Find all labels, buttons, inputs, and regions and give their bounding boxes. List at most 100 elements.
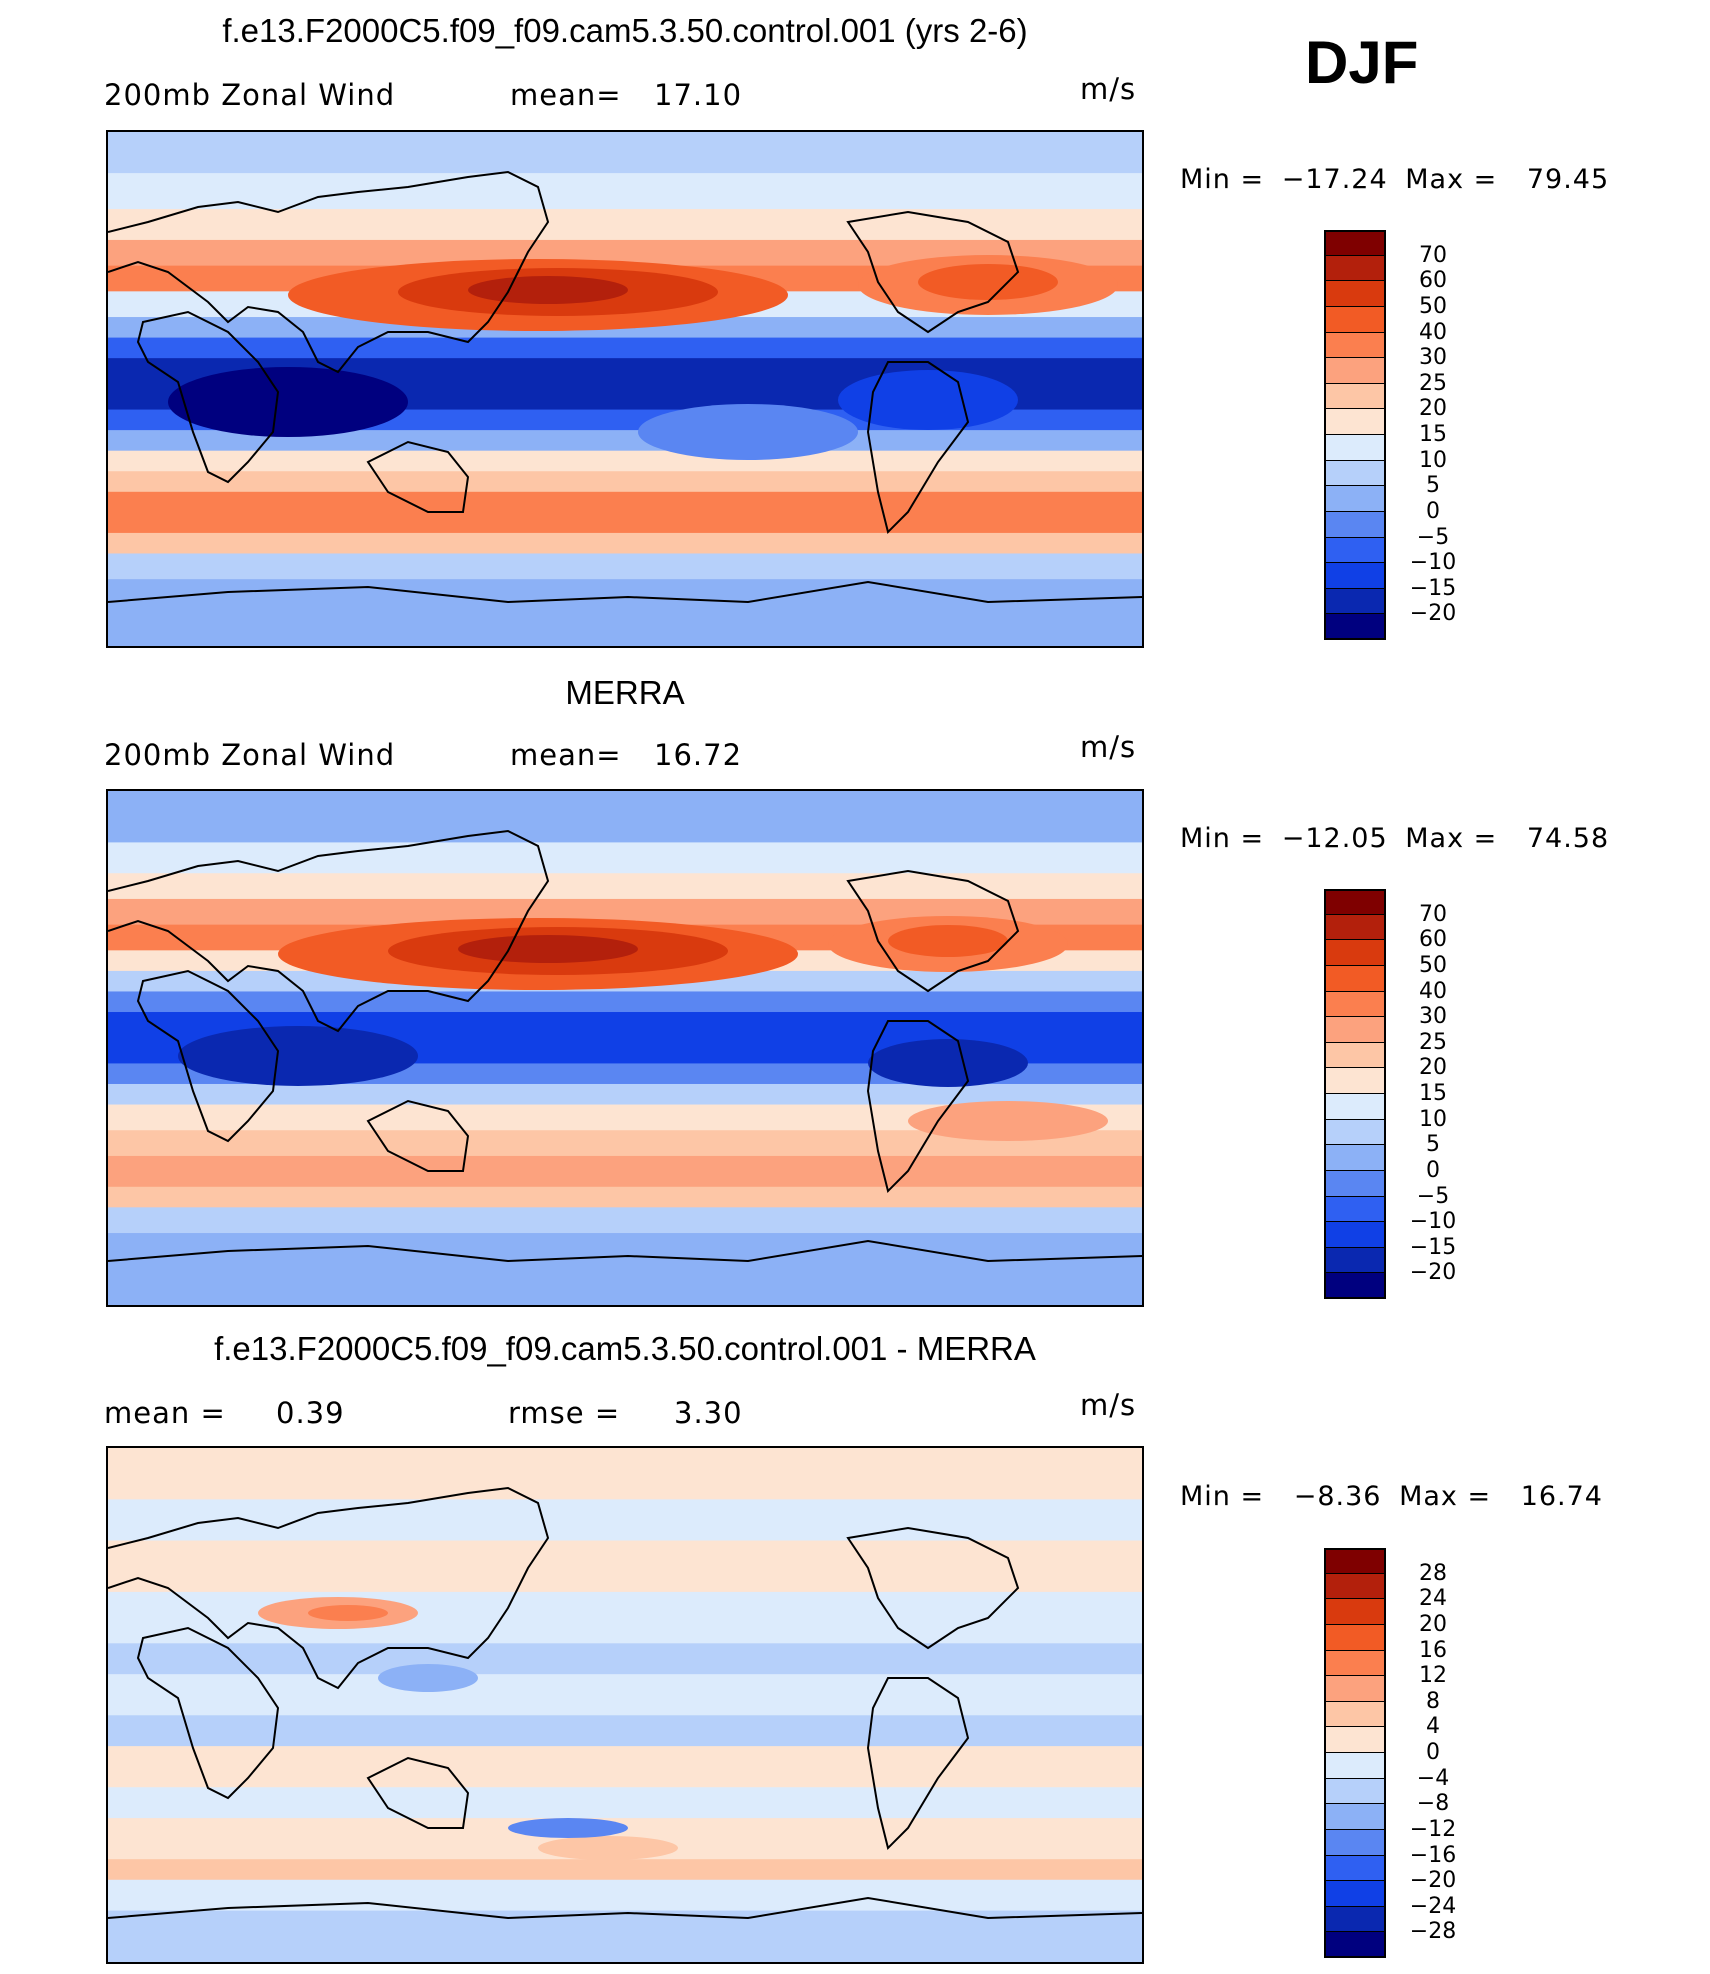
colorbar-tick-label: 28 [1419,1560,1447,1586]
panel-2-title: MERRA [565,674,685,711]
wind-band [108,132,1142,175]
colorbar-tick-label: −10 [1409,550,1457,576]
coastline [136,969,280,1143]
colorbar-tick-label: −15 [1409,1234,1457,1260]
panel-1-title: f.e13.F2000C5.f09_f09.cam5.3.50.control.… [222,12,1028,49]
panel-1-colorbar: 70 60 50 40 30 25 20 15 10 5 0 −5 −10 −15 −20 [1324,230,1456,640]
coastline [866,1677,970,1850]
coastline [108,829,550,1033]
wind-band [108,1540,1142,1593]
panel-3-rmse-label: rmse = [508,1396,621,1430]
wind-contour [918,264,1058,300]
coastline [108,1239,1142,1263]
wind-contour [308,1605,388,1621]
wind-band [108,209,1142,241]
panel-1-max-value: 79.45 [1526,164,1610,195]
panel-3-title: f.e13.F2000C5.f09_f09.cam5.3.50.control.… [214,1330,1036,1367]
panel-3-min-max: Min = −8.36 Max = 16.74 [1180,1481,1603,1512]
panel-2-max-value: 74.58 [1526,823,1610,854]
wind-band [108,842,1142,875]
wind-band [108,1910,1142,1962]
colorbar-swatch [1324,991,1386,1018]
wind-band [108,1715,1142,1748]
wind-band [108,579,1142,646]
wind-band [108,553,1142,581]
panel-2-mean-value: 16.72 [654,738,743,772]
map-canvas [108,132,1142,646]
colorbar-tick-label: 40 [1419,978,1447,1004]
colorbar-frame [1324,1548,1386,1958]
colorbar-swatch [1324,281,1386,307]
coastline [366,440,470,513]
coastline [846,869,1020,993]
wind-band [108,991,1142,1014]
wind-band [108,1186,1142,1209]
colorbar-swatch [1324,358,1386,384]
colorbar-swatch [1324,306,1386,333]
wind-contour [888,925,1008,957]
panel-1-map [106,130,1144,648]
panel-2-min-value: −12.05 [1281,823,1388,854]
colorbar-swatch [1324,588,1386,615]
panel-3-max-label: Max = [1399,1481,1492,1512]
colorbar-swatch [1324,1676,1386,1702]
panel-3-mean-label: mean = [104,1396,226,1430]
colorbar-tick-label: −20 [1409,1260,1457,1286]
wind-band [108,1499,1142,1542]
colorbar-tick-label: 15 [1419,422,1447,447]
wind-contour [178,1026,418,1086]
wind-band [108,1859,1142,1881]
colorbar-swatch [1324,332,1386,359]
coastline [108,1486,550,1690]
colorbar-swatch [1324,1599,1386,1625]
colorbar-tick-label: −4 [1416,1765,1450,1791]
panel-2-colorbar: 70 60 50 40 30 25 20 15 10 5 0 −5 −10 −15 −20 [1324,889,1456,1299]
panel-3-min-label: Min = [1180,1481,1265,1512]
colorbar-tick-label: −20 [1409,1868,1457,1894]
panel-2-min-label: Min = [1180,823,1265,854]
colorbar-swatch [1324,511,1386,538]
panel-1-mean-label: mean= [510,78,622,112]
panel-1-mean-value: 17.10 [654,78,743,112]
season-label: DJF [1305,29,1419,96]
colorbar-tick-label: 60 [1419,268,1447,294]
colorbar-tick-label: 50 [1419,952,1447,978]
colorbar-tick-label: 10 [1419,1106,1447,1132]
wind-band [108,337,1142,360]
coastline [366,1099,470,1172]
panel-2-min-max: Min = −12.05 Max = 74.58 [1180,823,1609,854]
colorbar-swatch [1324,383,1386,410]
wind-band [108,1746,1142,1789]
wind-band [108,791,1142,844]
colorbar-tick-label: −5 [1416,524,1450,550]
wind-band [108,532,1142,555]
panel-3-map [106,1446,1144,1964]
colorbar-swatch [1324,230,1386,256]
colorbar-tick-label: 20 [1419,1055,1447,1081]
colorbar-tick-label: −28 [1409,1919,1457,1945]
wind-band [108,430,1142,452]
panel-3-max-value: 16.74 [1520,1481,1603,1512]
colorbar-swatch [1324,1881,1386,1907]
coastline [108,1896,1142,1920]
wind-band [108,173,1142,211]
colorbar-tick-label: 50 [1419,293,1447,319]
coastline [108,170,550,374]
wind-contour [468,276,628,304]
colorbar-swatch [1324,1119,1386,1146]
colorbar-tick-label: −12 [1409,1816,1457,1842]
colorbar-tick-label: −5 [1416,1183,1450,1209]
wind-band [108,450,1142,473]
colorbar-tick-label: 5 [1426,473,1440,499]
colorbar-frame [1324,889,1386,1299]
panel-3-mean-value: 0.39 [276,1396,345,1430]
colorbar-tick-label: 40 [1419,319,1447,345]
colorbar-tick-label: 25 [1419,370,1447,396]
colorbar-swatch [1324,563,1386,589]
colorbar-swatch [1324,914,1386,941]
colorbar-tick-label: 8 [1426,1688,1440,1714]
colorbar-tick-label: 0 [1426,1157,1440,1183]
wind-contour [508,1818,628,1838]
wind-contour [838,370,1018,430]
wind-band [108,1083,1142,1106]
